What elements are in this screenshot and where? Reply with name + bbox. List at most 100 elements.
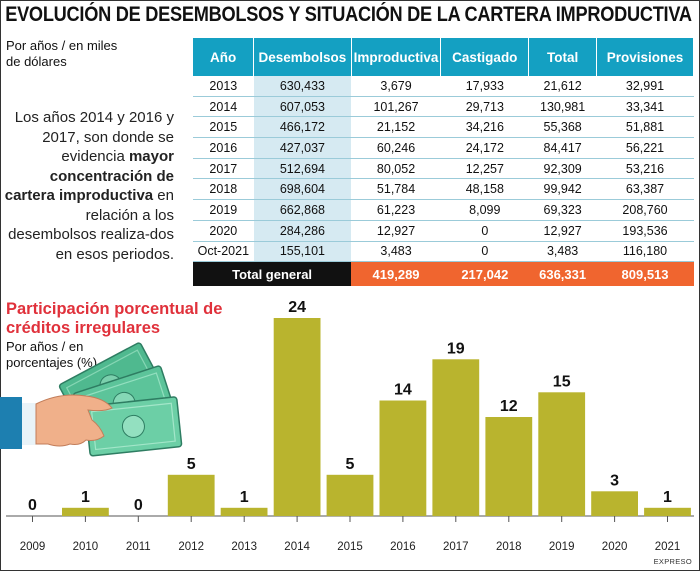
table-cell: 698,604 xyxy=(253,178,352,201)
table-cell: 99,942 xyxy=(528,178,597,201)
bar-2010 xyxy=(62,507,109,517)
money-hand-icon xyxy=(0,342,183,457)
summary-text: en relación a los desembolsos realiza-do… xyxy=(8,187,174,263)
table-cell: 53,216 xyxy=(596,158,694,180)
x-tick-label-2016: 2016 xyxy=(390,541,416,553)
data-label-2012: 5 xyxy=(187,456,196,473)
table-cell: 630,433 xyxy=(253,76,352,97)
table-cell: 3,679 xyxy=(351,76,441,97)
data-label-2020: 3 xyxy=(610,472,619,489)
table-cell: 3,483 xyxy=(528,241,597,263)
x-tick-label-2021: 2021 xyxy=(655,541,681,553)
table-row: 2015 466,172 21,152 34,216 55,368 51,881 xyxy=(193,116,694,139)
table-cell: 63,387 xyxy=(596,178,694,201)
table-cell: 101,267 xyxy=(351,96,441,118)
summary-text: Los años 2014 y 2016 y 2017, son donde s… xyxy=(14,109,174,165)
x-tick-label-2015: 2015 xyxy=(337,541,363,553)
x-tick-label-2019: 2019 xyxy=(549,541,575,553)
infographic-title: EVOLUCIÓN DE DESEMBOLSOS Y SITUACIÓN DE … xyxy=(5,3,692,26)
table-cell: 12,927 xyxy=(528,220,597,242)
table-row: 2019 662,868 61,223 8,099 69,323 208,760 xyxy=(193,199,694,221)
table-cell: 12,927 xyxy=(351,220,441,242)
table-cell: 51,881 xyxy=(596,116,694,139)
table-cell: 208,760 xyxy=(596,199,694,221)
total-value: 419,289 xyxy=(351,261,441,287)
table-cell: 61,223 xyxy=(351,199,441,221)
table-row: 2016 427,037 60,246 24,172 84,417 56,221 xyxy=(193,137,694,159)
table-total-row: Total general 419,289 217,042 636,331 809,51… xyxy=(193,261,694,287)
table-cell: 193,536 xyxy=(596,220,694,242)
table-cell: 8,099 xyxy=(440,199,529,221)
col-header-provisions: Provisiones xyxy=(596,38,694,76)
data-label-2015: 5 xyxy=(346,456,355,473)
col-header-year: Año xyxy=(193,38,255,76)
table-row: 2020 284,286 12,927 0 12,927 193,536 xyxy=(193,220,694,242)
total-value: 636,331 xyxy=(528,261,597,287)
table-cell: 2019 xyxy=(193,199,254,221)
table-cell: 155,101 xyxy=(253,241,352,263)
table-cell: 116,180 xyxy=(596,241,694,263)
summary-highlight: mayor concentración de cartera improduct… xyxy=(4,148,174,204)
table-cell: 84,417 xyxy=(528,137,597,159)
x-tick-label-2020: 2020 xyxy=(602,541,628,553)
table-cell: 2014 xyxy=(193,96,254,118)
col-header-disbursements: Desembolsos xyxy=(253,38,352,76)
table-header-row: Año Desembolsos Improductiva Castigado T… xyxy=(193,38,694,76)
table-cell: 80,052 xyxy=(351,158,441,180)
summary-paragraph: Los años 2014 y 2016 y 2017, son donde s… xyxy=(4,108,174,264)
table-cell: 607,053 xyxy=(253,96,352,118)
table-cell: 92,309 xyxy=(528,158,597,180)
data-label-2018: 12 xyxy=(500,398,518,415)
data-label-2011: 0 xyxy=(134,497,143,514)
table-cell: 24,172 xyxy=(440,137,529,159)
bar-2020 xyxy=(591,491,638,517)
table-cell: 17,933 xyxy=(440,76,529,97)
table-cell: 3,483 xyxy=(351,241,441,263)
data-label-2016: 14 xyxy=(394,382,412,399)
bar-2014 xyxy=(273,318,321,516)
table-cell: 512,694 xyxy=(253,158,352,180)
table-cell: 2015 xyxy=(193,116,254,139)
x-tick-label-2018: 2018 xyxy=(496,541,522,553)
table-cell: 12,257 xyxy=(440,158,529,180)
total-value: 217,042 xyxy=(440,261,529,287)
table-cell: 32,991 xyxy=(596,76,694,97)
table-row: Oct-2021 155,101 3,483 0 3,483 116,180 xyxy=(193,241,694,263)
table-cell: 29,713 xyxy=(440,96,529,118)
x-tick-label-2017: 2017 xyxy=(443,541,469,553)
table-cell: 48,158 xyxy=(440,178,529,201)
table-cell: 130,981 xyxy=(528,96,597,118)
bar-2021 xyxy=(644,507,691,517)
table-row: 2017 512,694 80,052 12,257 92,309 53,216 xyxy=(193,158,694,180)
table-cell: 34,216 xyxy=(440,116,529,139)
bar-2017 xyxy=(432,359,480,517)
data-label-2010: 1 xyxy=(81,489,90,506)
bar-2015 xyxy=(326,474,374,517)
table-cell: 21,612 xyxy=(528,76,597,97)
table-cell: 427,037 xyxy=(253,137,352,159)
x-tick-label-2013: 2013 xyxy=(231,541,257,553)
table-cell: 55,368 xyxy=(528,116,597,139)
table-cell: 2013 xyxy=(193,76,254,97)
bar-2013 xyxy=(220,507,268,517)
table-cell: 2016 xyxy=(193,137,254,159)
table-cell: 56,221 xyxy=(596,137,694,159)
table-unit-note-line: Por años / en miles xyxy=(6,38,118,53)
table-cell: 33,341 xyxy=(596,96,694,118)
total-value: 809,513 xyxy=(596,261,694,287)
bar-2012 xyxy=(167,474,215,517)
x-tick-label-2011: 2011 xyxy=(126,541,151,553)
table-cell: 60,246 xyxy=(351,137,441,159)
x-tick-label-2012: 2012 xyxy=(178,541,204,553)
bar-2018 xyxy=(485,417,533,516)
table-cell: 284,286 xyxy=(253,220,352,242)
chart-title: Participación porcentual de créditos irr… xyxy=(6,300,223,337)
col-header-total: Total xyxy=(528,38,598,76)
data-label-2013: 1 xyxy=(240,489,249,506)
portfolio-table: Año Desembolsos Improductiva Castigado T… xyxy=(193,38,694,287)
data-label-2014: 24 xyxy=(288,299,306,316)
x-tick-label-2009: 2009 xyxy=(20,541,46,553)
table-cell: 51,784 xyxy=(351,178,441,201)
table-unit-note-line: de dólares xyxy=(6,54,67,69)
data-label-2019: 15 xyxy=(553,373,571,390)
